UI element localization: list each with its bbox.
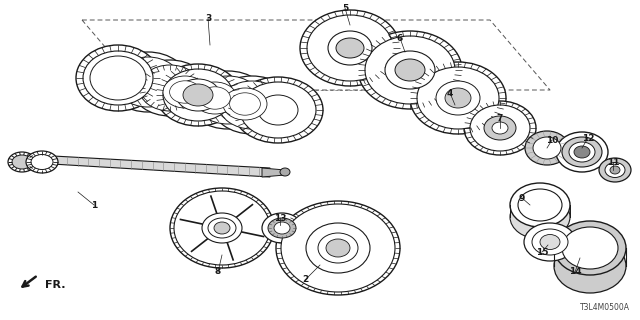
Text: 14: 14 bbox=[569, 268, 581, 276]
Ellipse shape bbox=[562, 227, 618, 269]
Ellipse shape bbox=[306, 223, 370, 273]
Polygon shape bbox=[262, 168, 285, 177]
Ellipse shape bbox=[240, 82, 316, 138]
Ellipse shape bbox=[274, 222, 290, 234]
Ellipse shape bbox=[318, 233, 358, 263]
Ellipse shape bbox=[574, 146, 590, 158]
Ellipse shape bbox=[445, 88, 471, 108]
Ellipse shape bbox=[90, 56, 146, 100]
Text: 2: 2 bbox=[302, 276, 308, 284]
Ellipse shape bbox=[569, 142, 595, 162]
Ellipse shape bbox=[436, 81, 480, 115]
Ellipse shape bbox=[365, 36, 455, 104]
Text: FR.: FR. bbox=[45, 280, 65, 290]
Ellipse shape bbox=[300, 10, 400, 86]
Ellipse shape bbox=[156, 64, 240, 126]
Ellipse shape bbox=[262, 213, 302, 243]
Text: 11: 11 bbox=[607, 157, 620, 166]
Ellipse shape bbox=[258, 95, 298, 125]
Ellipse shape bbox=[202, 213, 242, 243]
Ellipse shape bbox=[26, 151, 58, 173]
Ellipse shape bbox=[470, 105, 530, 151]
Ellipse shape bbox=[410, 62, 506, 134]
Text: 5: 5 bbox=[342, 4, 348, 12]
Ellipse shape bbox=[599, 158, 631, 182]
Text: 15: 15 bbox=[536, 247, 548, 257]
Ellipse shape bbox=[76, 45, 160, 111]
Ellipse shape bbox=[219, 81, 285, 129]
Ellipse shape bbox=[163, 69, 233, 121]
Ellipse shape bbox=[562, 137, 602, 167]
Ellipse shape bbox=[395, 59, 425, 81]
Ellipse shape bbox=[605, 163, 625, 178]
Ellipse shape bbox=[385, 51, 435, 89]
Ellipse shape bbox=[518, 189, 562, 221]
Ellipse shape bbox=[108, 52, 188, 112]
Text: T3L4M0500A: T3L4M0500A bbox=[580, 303, 630, 312]
Text: 1: 1 bbox=[91, 201, 97, 210]
Ellipse shape bbox=[540, 235, 560, 250]
Ellipse shape bbox=[533, 137, 561, 159]
Text: 13: 13 bbox=[274, 213, 286, 222]
Ellipse shape bbox=[326, 239, 350, 257]
Ellipse shape bbox=[281, 204, 395, 292]
Ellipse shape bbox=[212, 76, 292, 134]
Ellipse shape bbox=[510, 183, 570, 227]
Ellipse shape bbox=[268, 218, 296, 238]
Ellipse shape bbox=[554, 221, 626, 275]
Ellipse shape bbox=[556, 132, 608, 172]
Ellipse shape bbox=[510, 195, 570, 239]
Text: 8: 8 bbox=[215, 268, 221, 276]
Ellipse shape bbox=[8, 152, 36, 172]
Ellipse shape bbox=[214, 222, 230, 234]
Ellipse shape bbox=[115, 57, 181, 107]
Ellipse shape bbox=[12, 155, 32, 169]
Text: 6: 6 bbox=[397, 34, 403, 43]
Ellipse shape bbox=[200, 87, 230, 109]
Ellipse shape bbox=[163, 76, 207, 108]
Ellipse shape bbox=[193, 82, 237, 114]
Text: 3: 3 bbox=[205, 13, 211, 22]
Polygon shape bbox=[35, 155, 270, 177]
Ellipse shape bbox=[280, 168, 290, 176]
Ellipse shape bbox=[307, 15, 393, 81]
Ellipse shape bbox=[492, 122, 508, 134]
Ellipse shape bbox=[174, 191, 270, 265]
Text: 9: 9 bbox=[519, 194, 525, 203]
Ellipse shape bbox=[525, 131, 569, 165]
Ellipse shape bbox=[31, 155, 53, 170]
Ellipse shape bbox=[417, 67, 499, 129]
Ellipse shape bbox=[183, 84, 213, 106]
Ellipse shape bbox=[484, 116, 516, 140]
Ellipse shape bbox=[176, 79, 220, 111]
Ellipse shape bbox=[336, 38, 364, 58]
Ellipse shape bbox=[532, 229, 568, 255]
Ellipse shape bbox=[328, 31, 372, 65]
Ellipse shape bbox=[83, 51, 153, 105]
Ellipse shape bbox=[358, 31, 462, 109]
Ellipse shape bbox=[132, 60, 208, 116]
Ellipse shape bbox=[276, 201, 400, 295]
Ellipse shape bbox=[139, 65, 201, 111]
Ellipse shape bbox=[464, 101, 536, 155]
Ellipse shape bbox=[188, 71, 268, 129]
Text: 4: 4 bbox=[447, 89, 453, 98]
Ellipse shape bbox=[554, 239, 626, 293]
Ellipse shape bbox=[195, 76, 261, 124]
Ellipse shape bbox=[170, 81, 200, 103]
Ellipse shape bbox=[223, 88, 267, 120]
Text: 7: 7 bbox=[497, 114, 503, 123]
Ellipse shape bbox=[170, 188, 274, 268]
Ellipse shape bbox=[230, 93, 260, 115]
Text: 10: 10 bbox=[546, 135, 558, 145]
Ellipse shape bbox=[208, 218, 236, 238]
Ellipse shape bbox=[233, 77, 323, 143]
Text: 12: 12 bbox=[582, 133, 595, 142]
Ellipse shape bbox=[524, 223, 576, 261]
Ellipse shape bbox=[610, 166, 620, 174]
